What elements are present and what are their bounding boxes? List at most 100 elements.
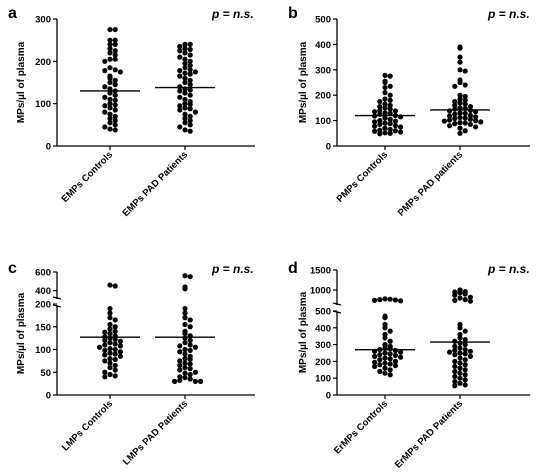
data-point: [467, 298, 473, 304]
data-point: [387, 356, 393, 362]
data-point: [392, 352, 398, 359]
data-point: [107, 365, 113, 371]
data-point: [182, 305, 188, 312]
data-point: [457, 92, 463, 98]
data-point: [457, 130, 463, 136]
data-point: [182, 330, 188, 337]
data-point: [372, 359, 378, 365]
data-point: [398, 124, 404, 130]
data-point: [452, 363, 458, 370]
data-point: [102, 84, 108, 90]
data-point: [117, 349, 123, 355]
data-point: [177, 73, 183, 79]
p-value: p = n.s.: [211, 7, 254, 21]
data-point: [447, 123, 453, 129]
data-point: [182, 41, 188, 48]
data-point: [182, 75, 188, 81]
y-axis-label: MPs/µl of plasma: [16, 41, 27, 123]
data-point: [177, 43, 183, 50]
data-point: [177, 374, 183, 380]
data-point: [382, 365, 388, 371]
data-point: [182, 56, 188, 62]
data-point: [177, 124, 183, 130]
data-point: [112, 107, 118, 113]
data-point: [187, 52, 193, 58]
data-point: [452, 383, 458, 389]
data-point: [462, 128, 468, 134]
data-point: [467, 348, 473, 354]
data-point: [192, 378, 198, 384]
data-point: [392, 297, 398, 303]
y-tick-label: 200: [315, 357, 331, 368]
data-point: [462, 372, 468, 378]
data-point: [398, 349, 404, 355]
data-point: [387, 121, 393, 127]
data-point: [107, 46, 113, 52]
data-point: [187, 317, 193, 323]
data-point: [177, 54, 183, 60]
data-point: [187, 87, 193, 93]
data-point: [187, 106, 193, 112]
data-point: [177, 88, 183, 94]
data-point: [372, 297, 378, 303]
data-point: [382, 105, 388, 111]
data-point: [462, 115, 468, 121]
category-label: ErMPs PAD Patients: [393, 398, 465, 470]
data-point: [457, 100, 463, 106]
data-point: [107, 41, 113, 48]
data-point: [107, 96, 113, 103]
data-point: [112, 92, 118, 98]
y-tick-label: 200: [315, 91, 331, 102]
data-point: [177, 48, 183, 54]
data-point: [107, 350, 113, 356]
data-point: [112, 283, 118, 289]
data-point: [182, 375, 188, 381]
data-point: [473, 118, 479, 124]
data-point: [182, 346, 188, 353]
data-point: [187, 113, 193, 119]
data-point: [377, 362, 383, 368]
data-point: [462, 101, 468, 107]
data-point: [112, 127, 118, 133]
data-point: [107, 345, 113, 352]
data-point: [107, 356, 113, 362]
data-point: [462, 362, 468, 368]
data-point: [187, 128, 193, 134]
data-point: [457, 350, 463, 356]
data-point: [377, 368, 383, 375]
y-tick-label: 400: [315, 40, 331, 51]
data-point: [112, 67, 118, 73]
p-value: p = n.s.: [487, 262, 530, 276]
data-point: [112, 37, 118, 43]
y-tick-label: 300: [35, 15, 51, 26]
data-point: [182, 90, 188, 96]
data-point: [192, 344, 198, 350]
category-label: EMPs PAD Patients: [120, 149, 190, 219]
data-point: [107, 282, 113, 288]
data-point: [182, 50, 188, 56]
data-point: [462, 382, 468, 388]
data-point: [187, 46, 193, 53]
data-point: [452, 115, 458, 122]
data-point: [182, 273, 188, 279]
data-point: [462, 351, 468, 357]
data-point: [192, 109, 198, 115]
data-point: [457, 105, 463, 111]
data-point: [387, 351, 393, 357]
data-point: [372, 123, 378, 129]
data-point: [107, 326, 113, 332]
y-tick-label: 100: [315, 116, 331, 127]
data-point: [112, 113, 118, 119]
data-point: [182, 360, 188, 366]
data-point: [457, 54, 463, 60]
data-point: [452, 358, 458, 364]
data-point: [387, 126, 393, 133]
data-point: [382, 370, 388, 376]
data-point: [452, 111, 458, 117]
data-point: [473, 124, 479, 130]
category-label: LMPs Controls: [60, 398, 115, 453]
data-point: [387, 296, 393, 302]
data-point: [462, 291, 468, 297]
data-point: [177, 377, 183, 384]
data-point: [182, 115, 188, 122]
